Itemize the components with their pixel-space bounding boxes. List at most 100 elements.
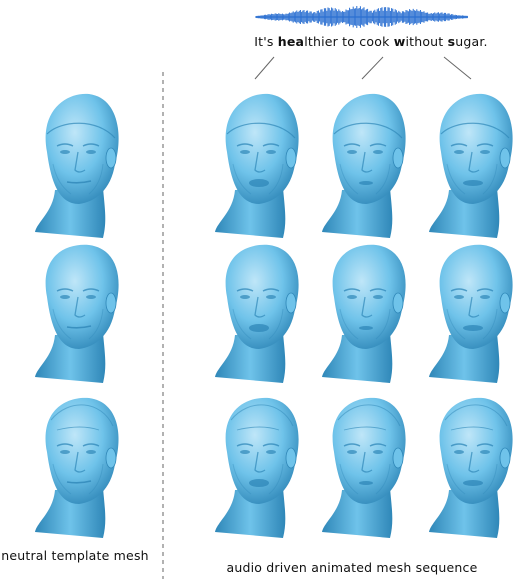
eye <box>454 450 464 454</box>
eye <box>454 295 464 299</box>
eye <box>347 150 357 154</box>
animated-head-frame <box>322 244 406 383</box>
eye <box>266 450 276 454</box>
cheek-contour <box>482 463 498 495</box>
mouth <box>66 180 92 184</box>
hairline <box>226 122 296 139</box>
eye <box>480 295 490 299</box>
phoneme-pointer-line <box>443 56 472 80</box>
mouth-open <box>359 481 373 485</box>
phoneme-pointer-line <box>361 56 384 80</box>
eye <box>480 150 490 154</box>
cheek-contour <box>375 463 391 495</box>
nose <box>74 296 86 318</box>
hairline <box>46 122 116 139</box>
highlighted-phoneme: s <box>447 34 456 49</box>
highlighted-phoneme: hea <box>277 34 305 49</box>
head-mesh <box>225 397 299 504</box>
brow <box>262 288 280 292</box>
cheek-contour <box>446 463 466 495</box>
audio-pointer-lines <box>254 56 472 80</box>
mouth-open <box>463 180 483 186</box>
cheek-contour <box>268 308 284 340</box>
brow <box>369 143 387 147</box>
brow <box>262 143 280 147</box>
animated-head-frame <box>429 397 513 538</box>
cheek-contour <box>339 163 359 195</box>
cheek-contour <box>482 308 498 340</box>
eye <box>480 450 490 454</box>
cheek-contour <box>52 308 72 340</box>
mouth-open <box>359 326 373 330</box>
ear-mesh <box>392 147 404 169</box>
ear-mesh <box>105 147 117 169</box>
eye <box>266 150 276 154</box>
mesh-grid <box>35 93 513 538</box>
head-mesh <box>332 93 406 204</box>
sentence-text: It's <box>254 34 278 49</box>
nose <box>254 451 266 473</box>
cheek-contour <box>88 163 104 195</box>
eye <box>373 450 383 454</box>
head-mesh <box>439 244 513 349</box>
brow <box>476 288 494 292</box>
phoneme-pointer-line <box>254 56 275 80</box>
ear-mesh <box>499 447 511 469</box>
nose <box>468 151 480 173</box>
eye <box>373 295 383 299</box>
brow <box>369 288 387 292</box>
forehead-wrinkle <box>450 426 494 431</box>
animated-head-frame <box>429 244 513 383</box>
mouth-open <box>249 479 269 487</box>
eye <box>266 295 276 299</box>
animated-head-frame <box>215 397 299 538</box>
neutral-template-caption: neutral template mesh <box>1 548 149 563</box>
nose <box>361 151 373 173</box>
forehead-wrinkle <box>236 426 280 431</box>
cheek-contour <box>339 308 359 340</box>
head-mesh <box>45 93 119 204</box>
forehead-wrinkle <box>56 426 100 431</box>
brow <box>450 143 468 147</box>
nose <box>468 296 480 318</box>
cheek-contour <box>268 463 284 495</box>
cheek-contour <box>446 163 466 195</box>
neutral-template-head <box>35 93 119 238</box>
brow <box>476 443 494 447</box>
cheek-contour <box>232 463 252 495</box>
hair-texture <box>50 404 114 427</box>
sentence-text: lthier to cook <box>304 34 394 49</box>
brow <box>236 288 254 292</box>
nose <box>254 296 266 318</box>
mouth-open <box>359 181 373 185</box>
mouth-open <box>249 324 269 332</box>
cheek-contour <box>268 163 284 195</box>
hairline <box>440 122 510 139</box>
ear-mesh <box>392 447 404 469</box>
head-mesh <box>225 244 299 349</box>
head-mesh <box>45 397 119 504</box>
nose <box>74 451 86 473</box>
forehead-wrinkle <box>343 426 387 431</box>
animated-head-frame <box>215 244 299 383</box>
eye <box>240 295 250 299</box>
hair-texture <box>444 404 508 427</box>
cheek-contour <box>232 308 252 340</box>
eye <box>60 450 70 454</box>
ear-mesh <box>392 292 404 314</box>
hair-texture <box>230 404 294 427</box>
hairline <box>333 122 403 139</box>
eye <box>86 450 96 454</box>
mouth-open <box>463 480 483 486</box>
ear-mesh <box>285 147 297 169</box>
ear-mesh <box>285 292 297 314</box>
mouth <box>66 325 92 329</box>
eye <box>454 150 464 154</box>
brow <box>476 143 494 147</box>
eye <box>60 295 70 299</box>
neutral-template-head <box>35 397 119 538</box>
animated-head-frame <box>429 93 513 238</box>
nose <box>468 451 480 473</box>
eye <box>240 150 250 154</box>
